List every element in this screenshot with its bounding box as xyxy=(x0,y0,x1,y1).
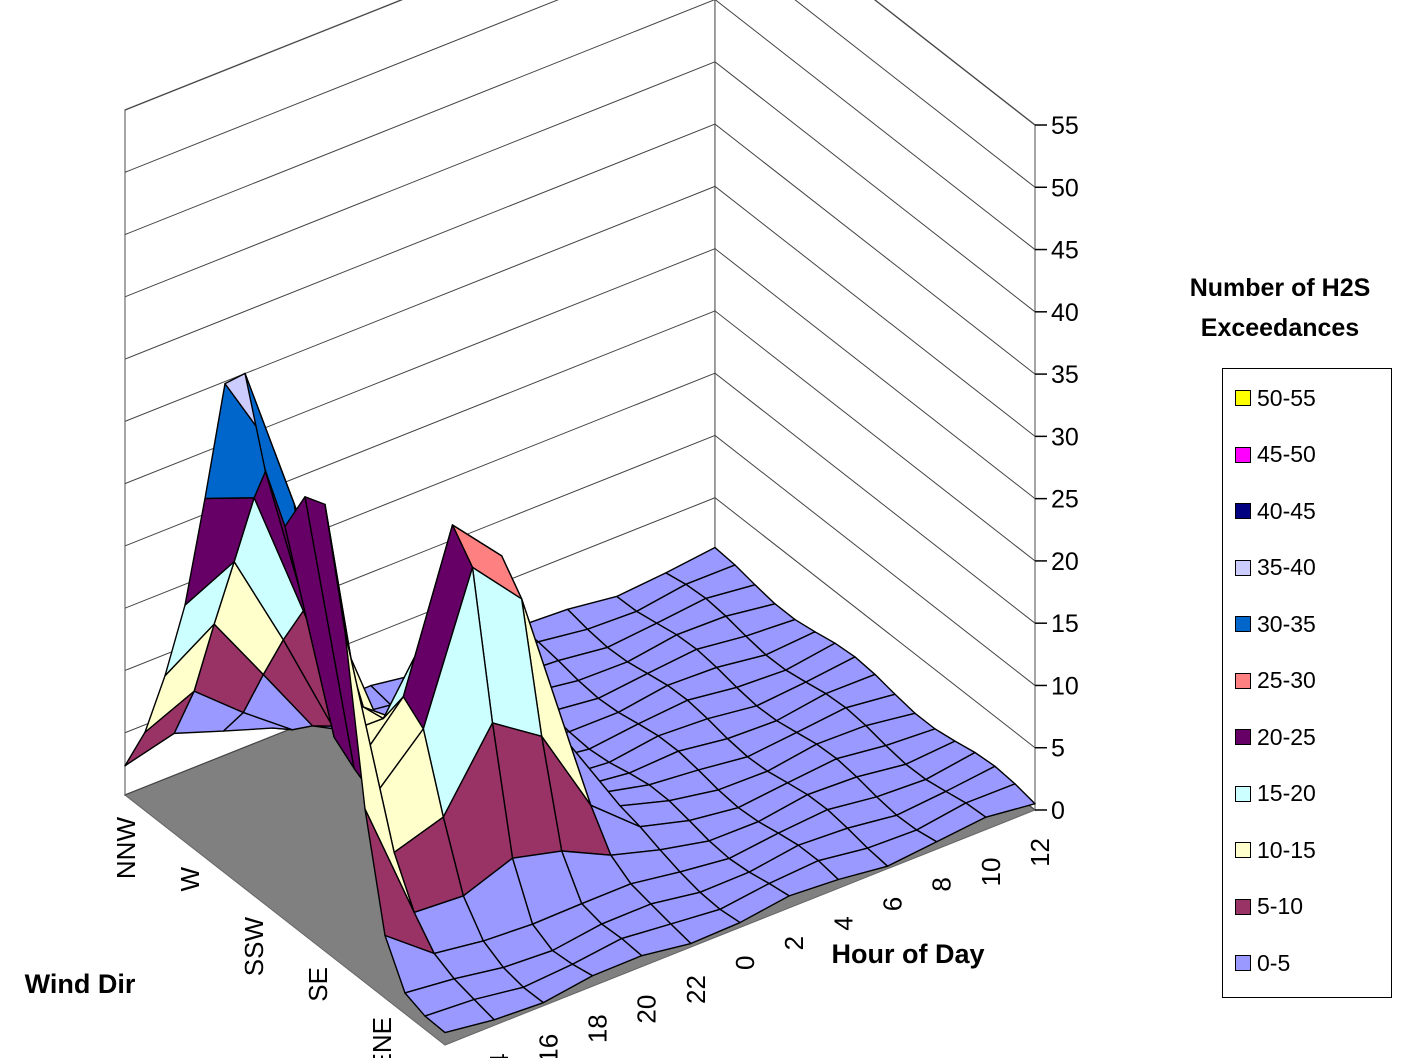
legend-swatch xyxy=(1235,898,1251,915)
gridline xyxy=(124,0,1036,126)
z-tick-label: 20 xyxy=(1051,548,1079,576)
legend-label: 35-40 xyxy=(1257,554,1316,580)
z-tick-label: 25 xyxy=(1051,486,1079,514)
hour-tick-label: 10 xyxy=(976,858,1006,887)
legend-label: 40-45 xyxy=(1257,497,1316,524)
legend-item: 45-50 xyxy=(1235,440,1316,470)
legend-swatch xyxy=(1235,503,1251,519)
wind-tick-label: SSW xyxy=(239,917,269,977)
legend-swatch xyxy=(1235,390,1251,406)
legend-label: 5-10 xyxy=(1257,893,1304,919)
z-tick-label: 5 xyxy=(1051,735,1065,763)
legend-item: 0-5 xyxy=(1235,948,1290,978)
hour-tick-label: 2 xyxy=(779,936,809,950)
gridline xyxy=(124,248,1036,500)
z-tick-label: 30 xyxy=(1051,423,1079,451)
gridline xyxy=(124,123,1036,375)
legend-label: 50-55 xyxy=(1257,384,1316,411)
z-tick-label: 40 xyxy=(1051,299,1079,327)
legend-swatch xyxy=(1235,729,1251,745)
hour-tick-label: 0 xyxy=(730,956,760,970)
z-tick-label: 35 xyxy=(1051,361,1079,389)
legend-item: 25-30 xyxy=(1235,666,1316,696)
legend-title-line2: Exceedances xyxy=(1200,314,1360,342)
legend-item: 10-15 xyxy=(1235,835,1316,865)
legend-swatch xyxy=(1235,842,1251,858)
legend-item: 40-45 xyxy=(1235,496,1316,526)
legend-item: 5-10 xyxy=(1235,892,1303,922)
z-tick-label: 50 xyxy=(1051,174,1079,202)
gridline xyxy=(124,61,1036,313)
legend-label: 15-20 xyxy=(1257,780,1316,806)
wind-tick-label: W xyxy=(175,867,205,892)
legend-label: 0-5 xyxy=(1257,949,1291,976)
hour-tick-label: 6 xyxy=(878,897,908,911)
z-tick-label: 45 xyxy=(1051,237,1079,265)
wind-tick-label: ENE xyxy=(367,1017,397,1058)
gridline xyxy=(124,310,1036,562)
gridline xyxy=(124,0,1036,250)
legend-swatch xyxy=(1235,559,1251,576)
legend-swatch xyxy=(1235,955,1251,971)
legend-label: 25-30 xyxy=(1257,667,1316,693)
hour-tick-label: 16 xyxy=(533,1034,563,1058)
hour-tick-label: 8 xyxy=(927,877,957,891)
legend-label: 10-15 xyxy=(1257,836,1316,863)
hour-tick-label: 20 xyxy=(632,995,662,1024)
legend-title: Number of H2S Exceedances xyxy=(1160,268,1400,348)
z-tick-label: 15 xyxy=(1051,610,1079,638)
legend-swatch xyxy=(1235,446,1251,463)
legend: 50-55 45-50 40-45 35-40 30-35 25-30 20-25 15-20… xyxy=(1222,368,1392,998)
hour-tick-label: 14 xyxy=(484,1053,514,1058)
z-tick-label: 55 xyxy=(1051,112,1079,140)
legend-label: 30-35 xyxy=(1257,610,1316,637)
hour-tick-label: 22 xyxy=(681,975,711,1004)
legend-item: 35-40 xyxy=(1235,553,1316,583)
legend-item: 15-20 xyxy=(1235,779,1316,809)
hour-tick-label: 18 xyxy=(583,1014,613,1043)
wind-tick-label: SE xyxy=(303,967,333,1002)
legend-title-line1: Number of H2S xyxy=(1189,274,1371,302)
hour-tick-label: 12 xyxy=(1025,838,1055,867)
surface-cell xyxy=(424,998,495,1034)
x-axis-title: Hour of Day xyxy=(831,939,984,969)
legend-item: 20-25 xyxy=(1235,722,1316,752)
z-tick-label: 10 xyxy=(1051,672,1079,700)
legend-swatch xyxy=(1235,672,1251,689)
legend-label: 20-25 xyxy=(1257,723,1316,750)
gridline xyxy=(124,185,1036,437)
legend-swatch xyxy=(1235,785,1251,802)
wind-tick-label: NNW xyxy=(111,817,141,880)
surface-mesh xyxy=(124,372,1036,1034)
hour-tick-label: 4 xyxy=(828,916,858,930)
z-tick-label: 0 xyxy=(1051,797,1065,825)
legend-item: 50-55 xyxy=(1235,383,1316,413)
legend-label: 45-50 xyxy=(1257,441,1316,467)
legend-item: 30-35 xyxy=(1235,609,1316,639)
gridline xyxy=(124,0,1036,188)
legend-swatch xyxy=(1235,616,1251,632)
axis-ticks: 0 5 10 15 20 25 30 35 40 45 50 55 12 14 16 18 20 22 0 2 4 6 8 1… xyxy=(111,112,1079,1063)
y-axis-title: Wind Dir xyxy=(25,969,136,999)
